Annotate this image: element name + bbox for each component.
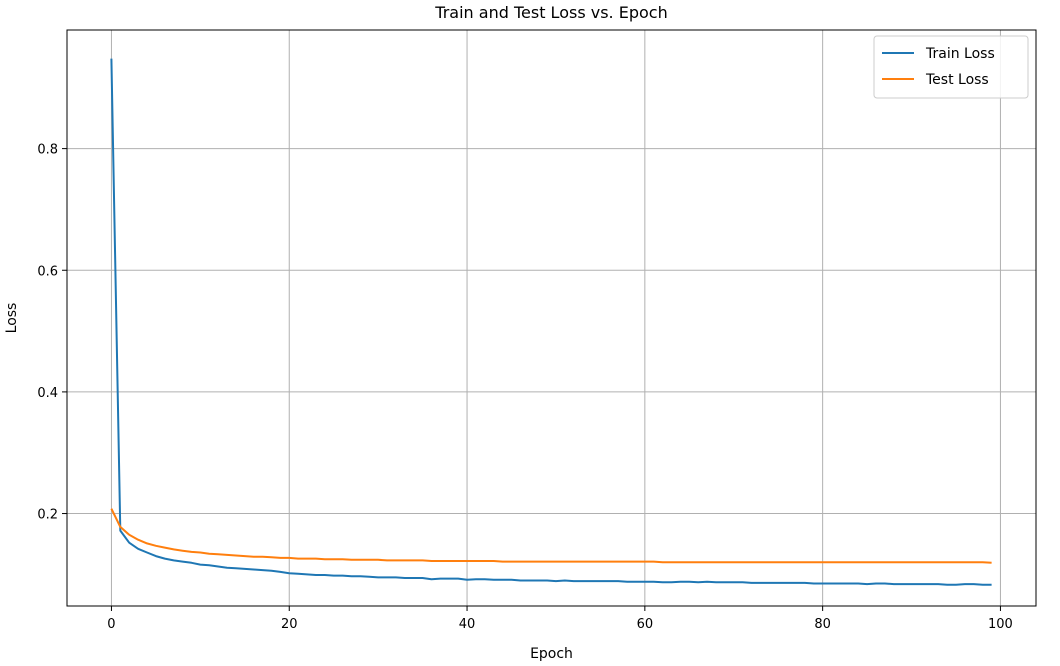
axis-ticks: 0 20 40 60 80 100 0.2 0.4 0.6 0.8 [37, 143, 1013, 632]
legend-label-train-loss: Train Loss [925, 46, 995, 62]
x-axis-title: Epoch [530, 646, 573, 662]
legend-box [873, 35, 1029, 99]
plot-frame [66, 29, 1037, 607]
x-tick-label: 100 [988, 617, 1013, 632]
train-loss-line [110, 58, 992, 586]
x-tick-label: 20 [281, 617, 298, 632]
x-tick-label: 40 [459, 617, 476, 632]
y-axis-title: Loss [4, 303, 20, 334]
x-tick-label: 80 [814, 617, 831, 632]
y-tick-label: 0.4 [37, 386, 58, 401]
legend: Train Loss Test Loss [873, 35, 1029, 99]
x-tick-label: 60 [637, 617, 654, 632]
y-tick-label: 0.2 [37, 508, 58, 523]
x-tick-label: 0 [107, 617, 115, 632]
grid [67, 30, 1036, 606]
legend-label-test-loss: Test Loss [925, 72, 989, 88]
test-loss-line [110, 508, 992, 564]
chart-title: Train and Test Loss vs. Epoch [434, 3, 667, 22]
series-lines [110, 58, 992, 586]
y-tick-label: 0.8 [37, 143, 58, 158]
y-tick-label: 0.6 [37, 264, 58, 279]
